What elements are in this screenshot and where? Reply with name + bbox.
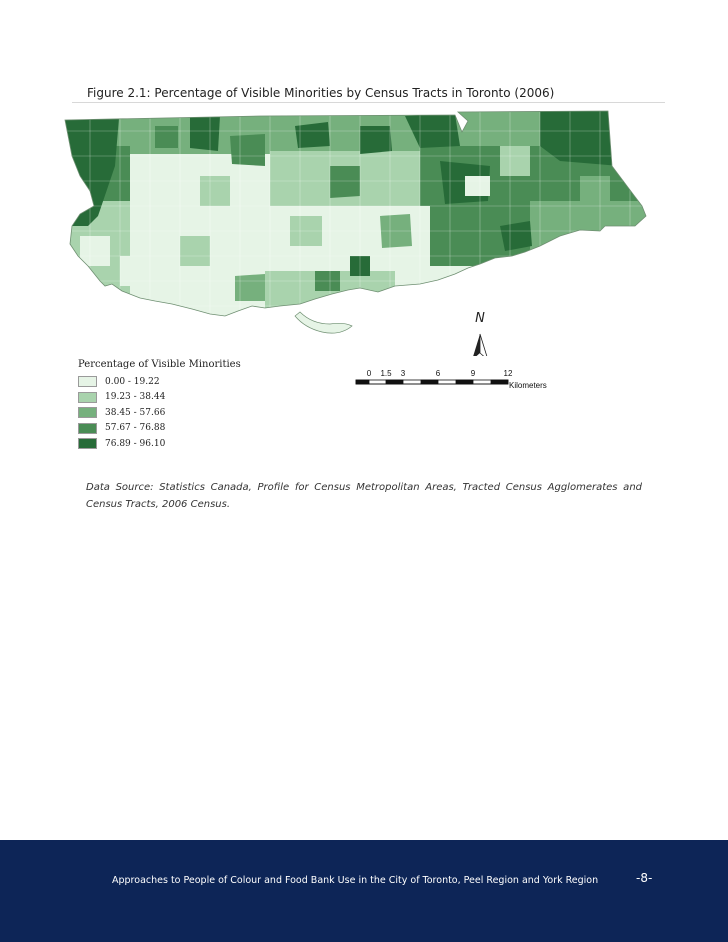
title-divider	[72, 102, 665, 103]
north-label: N	[475, 311, 485, 326]
city-boundary	[64, 110, 647, 317]
legend-item: 19.23 - 38.44	[78, 390, 241, 406]
scale-unit-label: Kilometers	[509, 381, 547, 390]
scale-tick-label: 3	[401, 369, 406, 378]
legend-item: 0.00 - 19.22	[78, 374, 241, 390]
legend-item: 38.45 - 57.66	[78, 405, 241, 421]
toronto-islands	[294, 311, 353, 334]
page-footer	[0, 840, 728, 942]
legend-label: 19.23 - 38.44	[105, 392, 166, 403]
legend-label: 76.89 - 96.10	[105, 438, 166, 449]
north-arrow-icon	[473, 333, 488, 356]
scale-tick-label: 1.5	[380, 369, 392, 378]
map-legend: Percentage of Visible Minorities 0.00 - …	[78, 359, 241, 452]
scale-tick-label: 9	[471, 369, 476, 378]
footer-running-title: Approaches to People of Colour and Food …	[112, 875, 599, 886]
legend-swatch	[78, 422, 97, 434]
scale-tick-label: 6	[436, 369, 441, 378]
legend-item: 76.89 - 96.10	[78, 436, 241, 452]
page-number: -8-	[636, 871, 653, 885]
legend-swatch	[78, 391, 97, 403]
legend-label: 38.45 - 57.66	[105, 407, 166, 418]
data-source-note: Data Source: Statistics Canada, Profile …	[86, 482, 642, 510]
figure-title: Figure 2.1: Percentage of Visible Minori…	[87, 86, 555, 100]
scale-tick-label: 0	[367, 369, 372, 378]
legend-label: 0.00 - 19.22	[105, 376, 160, 387]
scale-tick-label: 12	[504, 369, 513, 378]
tract-boundaries	[65, 111, 646, 316]
scale-bar: 0 1.5 3 6 9 12 Kilometers	[355, 369, 547, 390]
legend-swatch	[78, 407, 97, 419]
legend-swatch	[78, 438, 97, 450]
legend-label: 57.67 - 76.88	[105, 423, 166, 434]
legend-item: 57.67 - 76.88	[78, 421, 241, 437]
legend-title: Percentage of Visible Minorities	[78, 359, 241, 370]
legend-swatch	[78, 376, 97, 388]
toronto-census-tract-map: N	[64, 110, 647, 356]
